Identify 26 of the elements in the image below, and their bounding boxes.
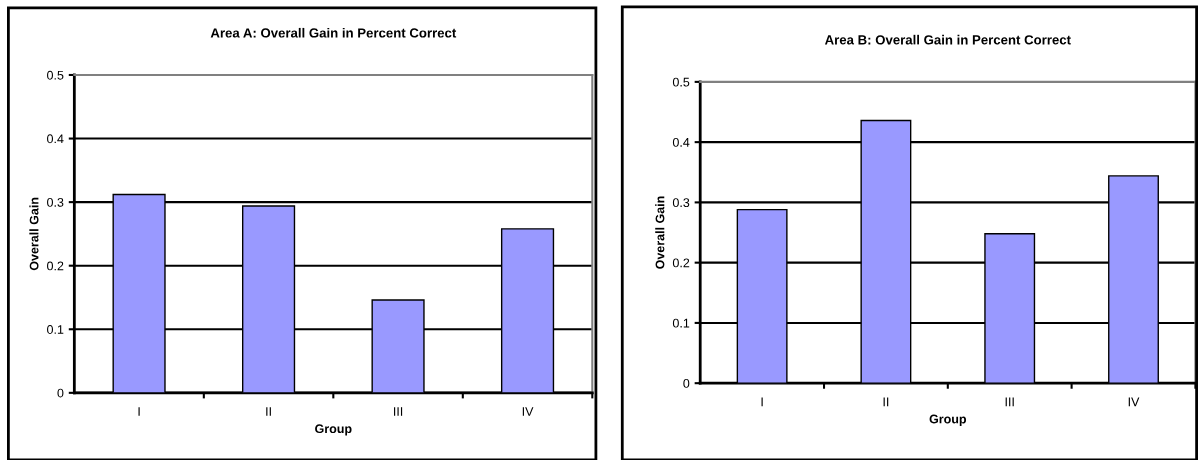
x-tick-label: II [266, 407, 271, 416]
y-tick-label: 0.2 [47, 261, 64, 271]
y-tick-label: 0.4 [47, 134, 64, 144]
y-tick-label: 0.5 [47, 70, 64, 80]
x-tick-label: III [1005, 397, 1014, 407]
y-tick-label: 0.5 [672, 77, 690, 87]
y-tick-label: 0.1 [47, 325, 64, 334]
y-tick-label: 0.4 [672, 137, 690, 147]
y-tick-label: 0.3 [47, 197, 64, 207]
y-tick-label: 0 [683, 378, 690, 388]
y-axis-title: Overall Gain [29, 197, 39, 271]
x-tick-label: IV [1128, 397, 1140, 407]
x-tick-label: IV [522, 407, 534, 416]
y-tick-label: 0 [57, 388, 64, 398]
chart-title: Area B: Overall Gain in Percent Correct [824, 34, 1071, 45]
x-tick-label: I [138, 407, 140, 416]
y-tick-label: 0.2 [672, 258, 690, 268]
y-axis-title: Overall Gain [655, 196, 665, 269]
y-tick-label: 0.3 [672, 198, 690, 208]
x-axis-title: Group [929, 414, 967, 426]
chart-title: Area A: Overall Gain in Percent Correct [210, 27, 457, 38]
x-tick-label: II [883, 397, 889, 407]
y-tick-label: 0.1 [672, 318, 690, 328]
x-tick-label: III [394, 407, 403, 416]
x-axis-title: Group [315, 424, 352, 436]
x-tick-label: I [761, 397, 763, 407]
